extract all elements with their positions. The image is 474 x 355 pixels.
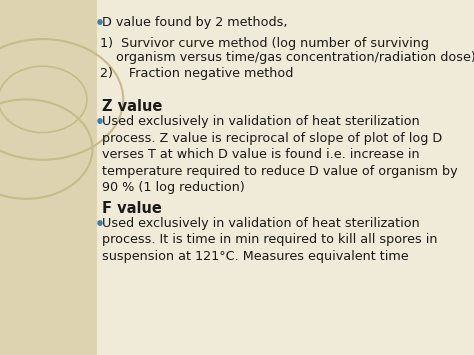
Text: F value: F value bbox=[102, 201, 162, 215]
Text: Z value: Z value bbox=[102, 99, 162, 114]
Text: Used exclusively in validation of heat sterilization
process. It is time in min : Used exclusively in validation of heat s… bbox=[102, 217, 438, 263]
Text: Used exclusively in validation of heat sterilization
process. Z value is recipro: Used exclusively in validation of heat s… bbox=[102, 115, 457, 195]
Text: organism versus time/gas concentration/radiation dose): organism versus time/gas concentration/r… bbox=[116, 51, 474, 65]
Bar bbox=[0, 0, 97, 355]
Text: D value found by 2 methods,: D value found by 2 methods, bbox=[102, 16, 287, 29]
Text: 2)    Fraction negative method: 2) Fraction negative method bbox=[100, 67, 293, 80]
Text: 1)  Survivor curve method (log number of surviving: 1) Survivor curve method (log number of … bbox=[100, 37, 428, 50]
Text: •: • bbox=[94, 115, 104, 130]
Text: •: • bbox=[94, 16, 104, 31]
Text: •: • bbox=[94, 217, 104, 231]
